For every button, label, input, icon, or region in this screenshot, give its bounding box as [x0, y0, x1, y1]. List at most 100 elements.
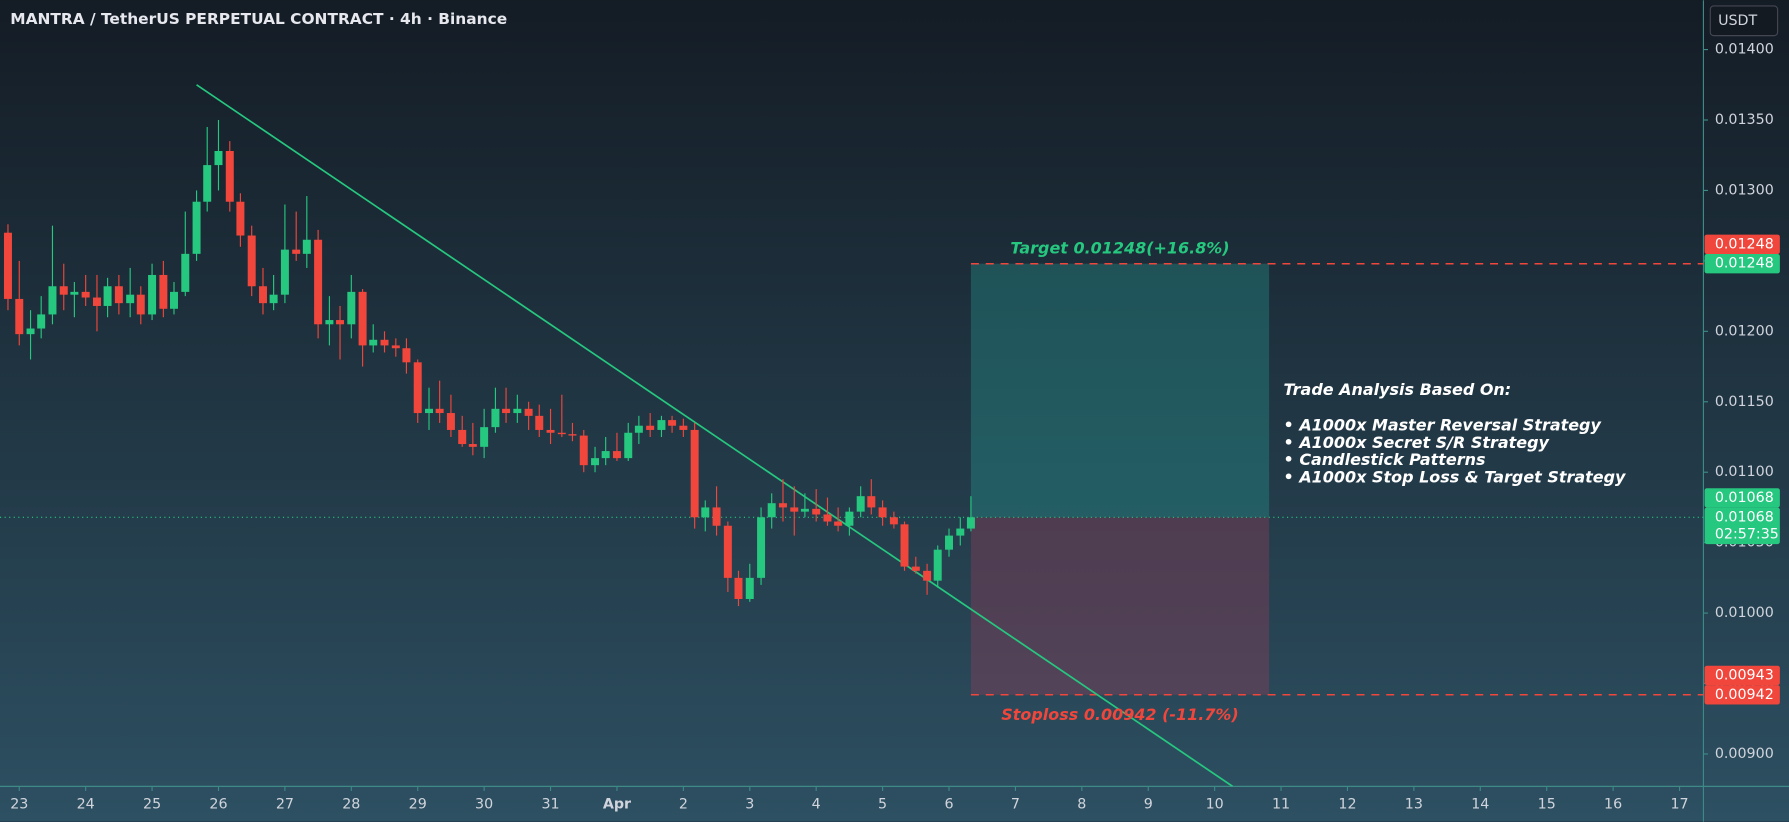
analysis-item: • Candlestick Patterns — [1284, 450, 1486, 469]
candle-body — [878, 507, 887, 518]
candle-body — [557, 432, 566, 435]
x-tick-label: 30 — [475, 797, 493, 813]
candle-body — [214, 151, 223, 166]
candle-body — [502, 408, 511, 414]
analysis-heading: Trade Analysis Based On: — [1284, 380, 1512, 399]
candle-body — [933, 549, 942, 581]
x-tick-label: 23 — [10, 797, 28, 813]
candle-body — [734, 577, 743, 600]
candle-body — [524, 408, 533, 416]
candle-body — [247, 235, 256, 287]
candle-body — [767, 503, 776, 518]
candle-body — [712, 507, 721, 526]
candle-body — [568, 434, 577, 436]
y-tick-label: 0.01400 — [1715, 42, 1774, 58]
candle-body — [402, 348, 411, 363]
candle-body — [800, 508, 809, 512]
candle-body — [170, 291, 178, 309]
candle-body — [225, 151, 234, 202]
candle-body — [823, 514, 832, 522]
candle-body — [81, 291, 90, 298]
x-tick-label: 6 — [944, 797, 953, 813]
x-tick-label: 8 — [1077, 797, 1086, 813]
price-tag-label: 0.01068 — [1715, 509, 1774, 525]
x-tick-label: 16 — [1604, 797, 1622, 813]
candle-body — [923, 570, 932, 581]
candle-body — [103, 286, 112, 306]
trendline — [196, 84, 1234, 787]
x-tick-label: 9 — [1144, 797, 1153, 813]
candle-body — [956, 528, 965, 536]
x-tick-label: 31 — [541, 797, 559, 813]
price-tag-label: 0.00943 — [1715, 667, 1774, 683]
candle-body — [325, 320, 334, 325]
candle-body — [302, 239, 311, 254]
currency-box[interactable] — [1709, 5, 1779, 37]
candle-body — [480, 427, 489, 447]
candle-body — [513, 408, 522, 414]
x-tick-label: 10 — [1206, 797, 1224, 813]
candle-body — [458, 429, 467, 445]
candle-body — [258, 286, 267, 304]
target-label: Target 0.01248(+16.8%) — [1010, 238, 1229, 257]
x-tick-label: 11 — [1272, 797, 1290, 813]
candle-body — [358, 291, 367, 346]
candle-body — [535, 415, 544, 430]
x-tick-label: 26 — [209, 797, 227, 813]
candle-body — [192, 201, 201, 254]
candle-body — [778, 503, 787, 508]
candle-body — [757, 517, 766, 578]
x-tick-label: 28 — [342, 797, 360, 813]
candle-body — [546, 429, 555, 433]
x-tick-label: 3 — [745, 797, 754, 813]
candle-body — [657, 420, 666, 430]
analysis-item: • A1000x Master Reversal Strategy — [1284, 415, 1602, 434]
candle-body — [900, 524, 909, 567]
candle-body — [347, 291, 356, 325]
analysis-item: • A1000x Secret S/R Strategy — [1284, 433, 1550, 452]
y-tick-label: 0.00900 — [1715, 746, 1774, 762]
candle-body — [790, 507, 799, 512]
candle-body — [3, 232, 12, 299]
candle-body — [136, 294, 145, 315]
candle-body — [646, 425, 655, 430]
candle-body — [668, 420, 677, 426]
y-tick-label: 0.01150 — [1715, 394, 1774, 410]
candle-body — [889, 517, 898, 525]
candle-body — [413, 362, 422, 414]
price-tag — [1704, 685, 1780, 705]
candle-body — [26, 328, 35, 335]
candle-body — [48, 286, 57, 315]
candle-body — [867, 496, 876, 508]
candle-body — [911, 566, 920, 571]
price-tag — [1704, 665, 1780, 686]
candle-body — [159, 274, 168, 309]
x-tick-label: 15 — [1538, 797, 1556, 813]
target-zone — [970, 263, 1270, 518]
price-tag-label: 0.01068 — [1715, 490, 1774, 506]
candle-body — [15, 298, 24, 335]
candle-body — [601, 451, 610, 459]
candle-body — [336, 320, 345, 325]
currency[interactable]: USDT — [1718, 13, 1757, 29]
stop-label: Stoploss 0.00942 (-11.7%) — [1001, 705, 1238, 724]
candle-body — [425, 408, 434, 414]
x-tick-label: 2 — [679, 797, 688, 813]
candle-body — [59, 286, 68, 295]
candle-body — [391, 345, 400, 349]
y-tick-label: 0.01200 — [1715, 323, 1774, 339]
candle-body — [679, 425, 688, 430]
price-tag — [1704, 488, 1780, 508]
candle-body — [812, 508, 821, 515]
candle-body — [314, 239, 323, 325]
x-tick-label: 12 — [1338, 797, 1356, 813]
candle-body — [126, 294, 135, 304]
candle-body — [634, 425, 643, 433]
candle-body — [723, 525, 732, 578]
candle-body — [945, 535, 953, 550]
x-tick-label: 17 — [1670, 797, 1688, 813]
candle-body — [114, 286, 123, 304]
price-tag — [1704, 507, 1780, 545]
candle-body — [280, 249, 289, 295]
